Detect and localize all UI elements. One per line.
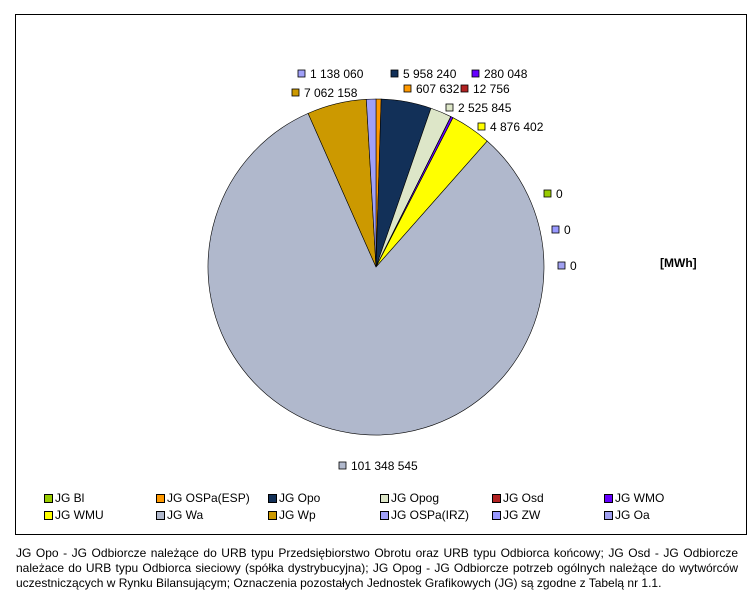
data-label-swatch xyxy=(445,103,454,112)
legend-label: JG Wa xyxy=(167,508,204,522)
data-label: 607 632 xyxy=(416,82,460,96)
legend-swatch xyxy=(604,493,613,503)
legend-item: JG Oa xyxy=(604,508,650,522)
data-label: 12 756 xyxy=(473,82,510,96)
legend-swatch xyxy=(156,510,165,520)
legend-label: JG Wp xyxy=(279,508,316,522)
legend-label: JG OSPa(IRZ) xyxy=(391,508,470,522)
data-label: 101 348 545 xyxy=(351,459,418,473)
legend-item: JG WMO xyxy=(604,491,664,505)
legend-label: JG Oa xyxy=(615,508,650,522)
legend-swatch xyxy=(268,493,277,503)
legend-item: JG Opo xyxy=(268,491,320,505)
legend-swatch xyxy=(156,493,165,503)
legend-item: JG OSPa(IRZ) xyxy=(380,508,469,522)
pie-slice xyxy=(207,112,545,436)
data-label: 7 062 158 xyxy=(304,86,358,100)
legend-item: JG Opog xyxy=(380,491,439,505)
footnote: JG Opo - JG Odbiorcze należące do URB ty… xyxy=(16,546,738,590)
legend-label: JG WMO xyxy=(615,491,665,505)
legend-label: JG Opo xyxy=(279,491,321,505)
legend-label: JG Osd xyxy=(503,491,544,505)
legend-swatch xyxy=(380,493,389,503)
data-label-swatch xyxy=(551,225,560,234)
data-label: 2 525 845 xyxy=(458,101,512,115)
data-label-swatch xyxy=(460,84,469,93)
data-label-swatch xyxy=(471,69,480,78)
data-label-swatch xyxy=(477,122,486,131)
legend-item: JG OSPa(ESP) xyxy=(156,491,250,505)
data-label: 0 xyxy=(570,259,577,273)
legend-swatch xyxy=(268,510,277,520)
legend-item: JG Wp xyxy=(268,508,316,522)
legend-swatch xyxy=(492,493,501,503)
data-label-swatch xyxy=(543,189,552,198)
data-label-swatch xyxy=(338,461,347,470)
legend-item: JG WMU xyxy=(44,508,104,522)
unit-label: [MWh] xyxy=(660,256,697,270)
data-label-swatch xyxy=(390,69,399,78)
data-label: 1 138 060 xyxy=(310,67,364,81)
legend-label: JG ZW xyxy=(503,508,541,522)
legend-item: JG ZW xyxy=(492,508,540,522)
data-label-swatch xyxy=(403,84,412,93)
data-label: 0 xyxy=(556,187,563,201)
data-label: 280 048 xyxy=(484,67,528,81)
data-label: 0 xyxy=(564,223,571,237)
legend-item: JG Wa xyxy=(156,508,203,522)
legend-swatch xyxy=(44,510,53,520)
legend-swatch xyxy=(44,493,53,503)
legend-swatch xyxy=(604,510,613,520)
data-label-swatch xyxy=(557,261,566,270)
legend-item: JG Bl xyxy=(44,491,84,505)
legend-label: JG Opog xyxy=(391,491,440,505)
data-label-swatch xyxy=(297,69,306,78)
data-label-swatch xyxy=(291,88,300,97)
legend-swatch xyxy=(492,510,501,520)
legend-item: JG Osd xyxy=(492,491,544,505)
data-label: 5 958 240 xyxy=(403,67,457,81)
data-label: 4 876 402 xyxy=(490,120,544,134)
legend-label: JG Bl xyxy=(55,491,85,505)
legend-label: JG OSPa(ESP) xyxy=(167,491,250,505)
chart-frame xyxy=(15,14,747,535)
legend-swatch xyxy=(380,510,389,520)
legend-label: JG WMU xyxy=(55,508,104,522)
pie-slice xyxy=(365,98,377,268)
